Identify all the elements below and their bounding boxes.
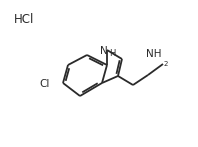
Text: N: N — [100, 46, 108, 56]
Text: H: H — [109, 49, 115, 58]
Text: Cl: Cl — [40, 79, 50, 89]
Text: HCl: HCl — [14, 13, 34, 26]
Text: NH: NH — [147, 49, 162, 59]
Text: 2: 2 — [164, 61, 168, 67]
